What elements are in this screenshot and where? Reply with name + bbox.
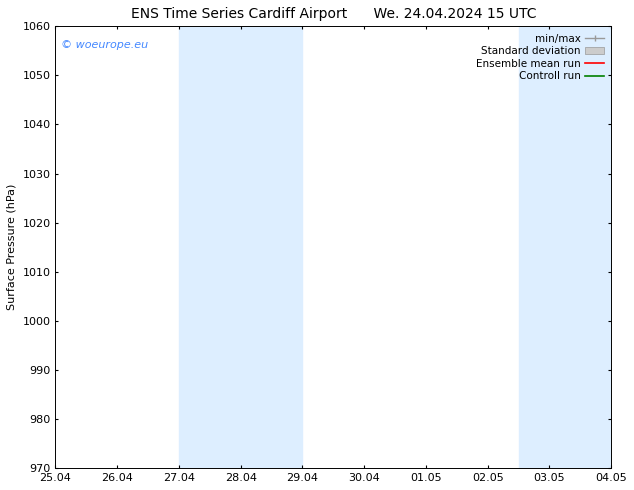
Legend: min/max, Standard deviation, Ensemble mean run, Controll run: min/max, Standard deviation, Ensemble me… (474, 31, 606, 83)
Title: ENS Time Series Cardiff Airport      We. 24.04.2024 15 UTC: ENS Time Series Cardiff Airport We. 24.0… (131, 7, 536, 21)
Text: © woeurope.eu: © woeurope.eu (61, 40, 148, 49)
Bar (179, 26, 302, 468)
Y-axis label: Surface Pressure (hPa): Surface Pressure (hPa) (7, 184, 17, 311)
Bar (519, 26, 611, 468)
